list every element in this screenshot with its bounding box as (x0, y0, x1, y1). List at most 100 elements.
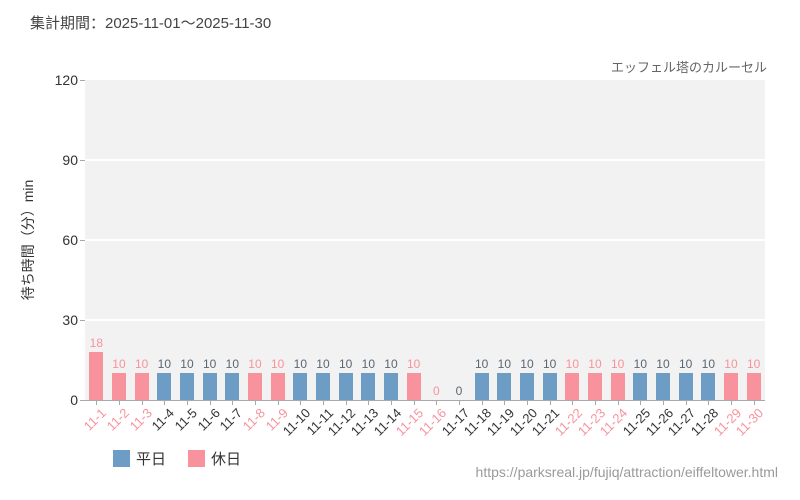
bar (134, 373, 149, 400)
y-tick-mark (80, 400, 85, 401)
bar (293, 373, 308, 400)
bar (248, 373, 262, 400)
bar-value-label: 10 (565, 357, 579, 372)
x-tick-label-text: 11-5 (171, 405, 200, 434)
bar-value-label: 10 (270, 357, 285, 372)
bar (724, 373, 738, 400)
x-tick-mark (504, 401, 506, 405)
chart-title: エッフェル塔のカルーセル (610, 60, 767, 75)
x-tick-mark (640, 401, 642, 405)
gridline (85, 239, 765, 241)
bar-value-label: 10 (361, 357, 375, 372)
x-tick-mark (685, 401, 687, 405)
y-tick-label: 60 (62, 232, 78, 248)
y-tick-mark (80, 160, 85, 161)
bar-value-label: 10 (157, 357, 171, 372)
bar-value-label: 10 (701, 357, 715, 372)
bar (361, 373, 376, 400)
legend-label: 休日 (211, 451, 242, 468)
bar-value-label: 10 (248, 357, 262, 372)
x-tick-mark (527, 401, 528, 405)
bar-value-label: 10 (633, 357, 647, 372)
bar (316, 373, 330, 400)
bar (656, 373, 670, 400)
x-tick-mark (617, 401, 619, 405)
x-tick-label-text: 11-7 (216, 405, 246, 434)
x-tick-mark (549, 401, 551, 405)
bar (384, 373, 398, 400)
bar-value-label: 10 (497, 357, 511, 372)
weekday-swatch (113, 450, 130, 467)
y-tick-label: 0 (70, 392, 78, 408)
bar (157, 373, 172, 400)
bar-value-label: 10 (134, 357, 149, 372)
bar-value-label: 10 (610, 357, 625, 372)
bar (610, 373, 625, 400)
bar-value-label: 10 (724, 357, 738, 372)
source-url: https://parksreal.jp/fujiq/attraction/ei… (475, 464, 778, 480)
bar-value-label: 0 (455, 384, 463, 398)
bar-value-label: 18 (89, 336, 103, 350)
x-tick-mark (323, 401, 324, 405)
gridline (85, 319, 765, 321)
holiday-swatch (188, 450, 206, 467)
x-tick-mark (708, 401, 710, 405)
bar (112, 373, 126, 400)
x-tick-mark (436, 401, 438, 405)
x-tick-mark (345, 401, 347, 405)
bar-value-label: 10 (678, 357, 693, 372)
bar-value-label: 10 (520, 357, 534, 372)
bar-value-label: 10 (588, 357, 602, 372)
bar-value-label: 10 (180, 357, 194, 372)
bar (180, 373, 194, 400)
bar (746, 373, 761, 400)
y-axis-label: 待ち時間（分）min (20, 179, 36, 301)
x-tick-label-text: 11-3 (126, 405, 155, 434)
bar (520, 373, 534, 400)
gridline (85, 159, 765, 161)
bar (474, 373, 489, 400)
x-tick-mark (119, 401, 120, 405)
bar-value-label: 10 (225, 357, 239, 372)
x-tick-mark (595, 401, 596, 405)
x-tick-mark (368, 401, 370, 405)
y-tick-label: 30 (62, 312, 78, 328)
bar-value-label: 10 (656, 357, 670, 372)
x-tick-mark (187, 401, 188, 405)
x-tick-mark (481, 401, 483, 405)
bar (225, 373, 240, 400)
x-tick-mark (96, 401, 98, 405)
x-tick-label-text: 11-8 (239, 405, 268, 434)
bar-value-label: 10 (338, 357, 353, 372)
plot-area: 18 10 10 10 10 10 10 10 10 10 10 10 10 10 10 0 0 10 10 10 10… (85, 80, 765, 401)
bar-value-label: 10 (542, 357, 557, 372)
y-tick-mark (80, 320, 85, 321)
x-tick-mark (164, 401, 166, 405)
y-tick-label: 120 (54, 72, 78, 88)
legend-label: 平日 (136, 451, 167, 468)
bar-value-label: 10 (293, 357, 307, 372)
x-tick-label-text: 11-2 (103, 405, 132, 434)
bar (565, 373, 580, 400)
x-tick-mark (663, 401, 664, 405)
bar (701, 373, 716, 400)
y-tick-label: 90 (62, 152, 78, 168)
x-tick-mark (255, 401, 256, 405)
x-tick-mark (141, 401, 143, 405)
x-tick-mark (209, 401, 211, 405)
x-tick-mark (277, 401, 279, 405)
bar-value-label: 10 (474, 357, 489, 372)
legend-item: 平日 (113, 448, 166, 469)
bar (406, 373, 421, 400)
x-tick-mark (391, 401, 392, 405)
period-label: 集計期間：2025-11-01～2025-11-30 (30, 15, 272, 32)
bar (542, 373, 557, 400)
x-tick-mark (300, 401, 302, 405)
x-tick-mark (459, 401, 460, 405)
bar (633, 373, 648, 400)
bar-value-label: 10 (384, 357, 398, 372)
bar (678, 373, 693, 400)
x-tick-mark (413, 401, 415, 405)
bar-value-label: 10 (406, 357, 421, 372)
